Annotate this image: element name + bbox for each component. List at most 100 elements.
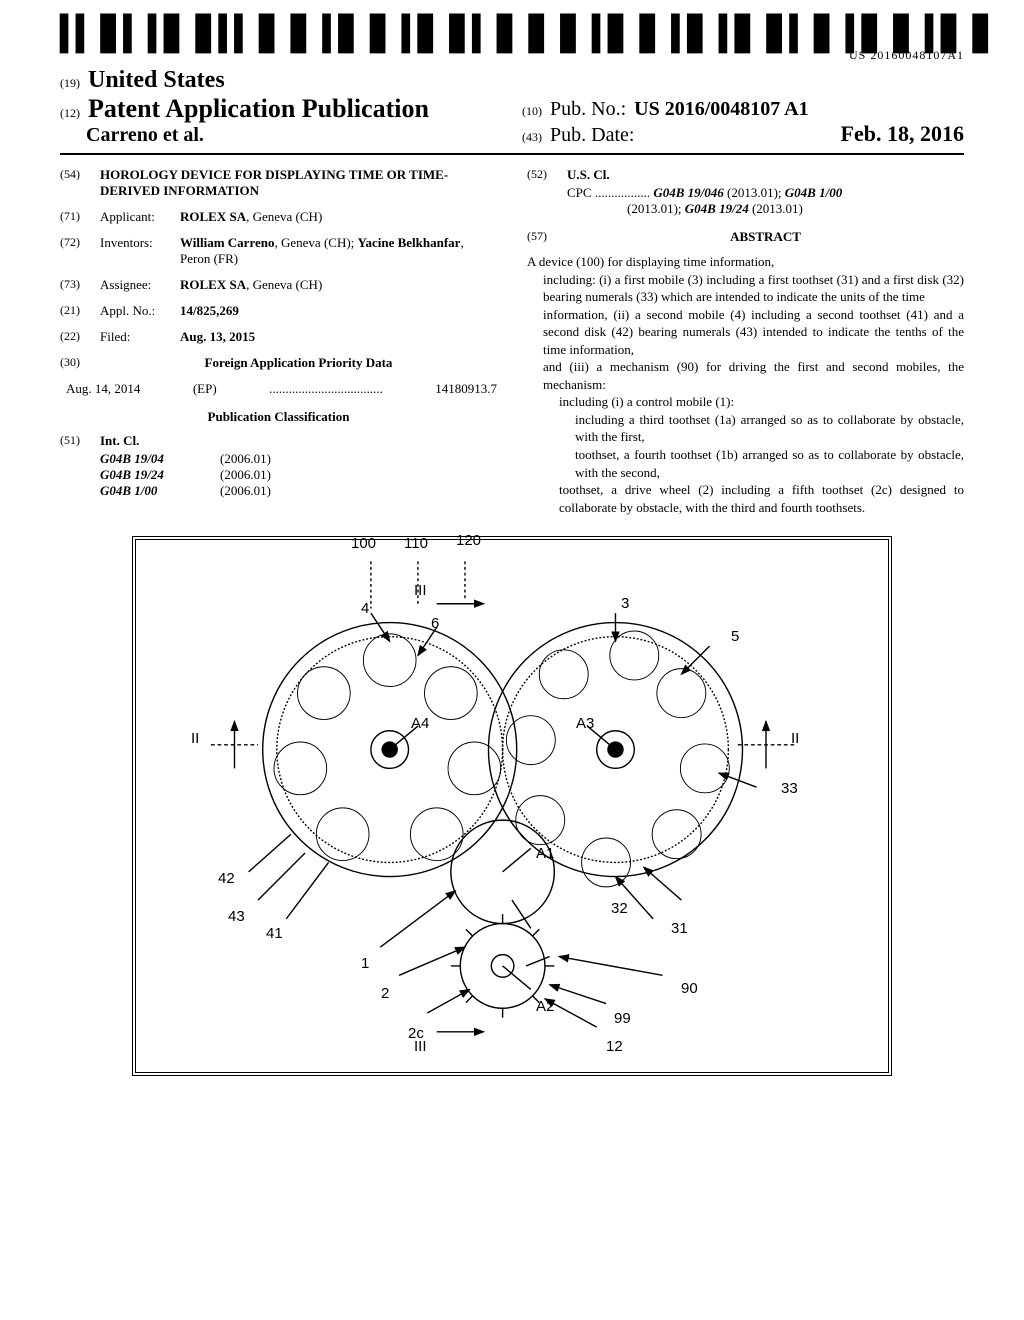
cpc-1: G04B 19/046 [653,185,723,200]
fig-n41: 41 [266,925,283,942]
cpc-2: G04B 1/00 [785,185,842,200]
pub-no-label: Pub. No.: [550,98,626,121]
priority-heading: Foreign Application Priority Data [100,355,497,371]
authors: Carreno et al. [86,124,204,147]
fig-n33: 33 [781,780,798,797]
fig-n43: 43 [228,908,245,925]
priority-dots: ................................... [269,381,383,397]
assignee-code: (73) [60,277,100,293]
intcl-2-year: (2006.01) [220,483,271,499]
inventor1: William Carreno [180,235,275,250]
fig-n42: 42 [218,870,235,887]
intcl-1-code: G04B 19/24 [100,467,220,483]
pub-type-code: (12) [60,106,80,121]
barcode-block: ▌▌▐▌▌▐▐▌▐▌▌▌▐▌▐▌▐▐▌▐▌▐▐▌▐▌▌▐▌▐▌▐▌▐▐▌▐▌▐▐… [60,20,964,63]
left-column: (54) HOROLOGY DEVICE FOR DISPLAYING TIME… [60,167,497,516]
intcl-0-code: G04B 19/04 [100,451,220,467]
fig-n1: 1 [361,955,369,972]
abs-l5: including (i) a control mobile (1): [527,393,964,411]
fig-n3: 3 [621,595,629,612]
pub-date-code: (43) [522,130,542,145]
inventor2: Yacine Belkhanfar [358,235,461,250]
title: HOROLOGY DEVICE FOR DISPLAYING TIME OR T… [100,167,497,199]
inventors-code: (72) [60,235,100,267]
figure-frame: 100 110 120 4 6 3 5 A4 A3 II II III III … [132,536,892,1076]
fig-nA4: A4 [411,715,429,732]
priority-country: (EP) [193,381,217,397]
applicant: ROLEX SA [180,209,246,224]
abs-l2: including: (i) a first mobile (3) includ… [527,271,964,306]
uscl-label: U.S. Cl. [567,167,610,183]
fig-III-t: III [414,582,427,599]
fig-II-l: II [191,730,199,747]
fig-nA1: A1 [536,845,554,862]
abs-l4: and (iii) a mechanism (90) for driving t… [527,358,964,393]
classification-heading: Publication Classification [60,409,497,425]
cpc-3-year: (2013.01) [752,201,803,216]
uscl-code: (52) [527,167,567,183]
cpc-1-year: (2013.01); [727,185,782,200]
barcode-graphic: ▌▌▐▌▌▐▐▌▐▌▌▌▐▌▐▌▐▐▌▐▌▐▐▌▐▌▌▐▌▐▌▐▌▐▐▌▐▌▐▐… [60,17,996,51]
pub-no: US 2016/0048107 A1 [634,98,808,121]
priority-code: (30) [60,355,100,371]
intcl-2-code: G04B 1/00 [100,483,220,499]
fig-n2: 2 [381,985,389,1002]
assignee: ROLEX SA [180,277,246,292]
applicant-label: Applicant: [100,209,180,225]
right-column: (52) U.S. Cl. CPC ................. G04B… [527,167,964,516]
applicant-loc: , Geneva (CH) [246,209,322,224]
fig-n99: 99 [614,1010,631,1027]
country: United States [88,67,225,94]
pub-date-label: Pub. Date: [550,124,634,147]
pub-no-code: (10) [522,104,542,119]
abs-l3: information, (ii) a second mobile (4) in… [527,306,964,359]
fig-n100: 100 [351,535,376,552]
fig-nA2: A2 [536,998,554,1015]
abs-l6: including a third toothset (1a) arranged… [527,411,964,446]
intcl-label: Int. Cl. [100,433,139,449]
fig-n120: 120 [456,532,481,549]
fig-n90: 90 [681,980,698,997]
fig-n4: 4 [361,600,369,617]
applno-code: (21) [60,303,100,319]
fig-n31: 31 [671,920,688,937]
abstract-heading: ABSTRACT [567,229,964,245]
abs-l1: A device (100) for displaying time infor… [527,254,774,269]
fig-n110: 110 [404,535,428,552]
priority-date: Aug. 14, 2014 [66,381,140,397]
abs-l7: toothset, a fourth toothset (1b) arrange… [527,446,964,481]
fig-n5: 5 [731,628,739,645]
intcl-code: (51) [60,433,100,449]
title-code: (54) [60,167,100,199]
fig-n2c: 2c [408,1025,424,1042]
cpc-label: CPC [567,185,592,200]
metadata-columns: (54) HOROLOGY DEVICE FOR DISPLAYING TIME… [60,167,964,516]
fig-II-r: II [791,730,799,747]
abstract-code: (57) [527,229,567,251]
cpc-dots: ................. [595,185,650,200]
fig-nA3: A3 [576,715,594,732]
country-code: (19) [60,76,80,91]
intcl-1-year: (2006.01) [220,467,271,483]
abs-l8: toothset, a drive wheel (2) including a … [527,481,964,516]
inventors-label: Inventors: [100,235,180,267]
assignee-label: Assignee: [100,277,180,293]
intcl-0-year: (2006.01) [220,451,271,467]
abstract-body: A device (100) for displaying time infor… [527,253,964,516]
header: (19) United States (12) Patent Applicati… [60,67,964,155]
priority-no: 14180913.7 [435,381,497,397]
cpc-2-year: (2013.01); [567,201,682,216]
figure-svg [148,552,876,1060]
figure-container: 100 110 120 4 6 3 5 A4 A3 II II III III … [60,536,964,1076]
assignee-loc: , Geneva (CH) [246,277,322,292]
filed-code: (22) [60,329,100,345]
applno-label: Appl. No.: [100,303,180,319]
pub-date: Feb. 18, 2016 [841,121,964,147]
inventor1-loc: , Geneva (CH); [275,235,358,250]
filed: Aug. 13, 2015 [180,329,497,345]
fig-n32: 32 [611,900,628,917]
fig-n12: 12 [606,1038,623,1055]
pub-type: Patent Application Publication [88,94,429,124]
cpc-3: G04B 19/24 [685,201,749,216]
applno: 14/825,269 [180,303,497,319]
